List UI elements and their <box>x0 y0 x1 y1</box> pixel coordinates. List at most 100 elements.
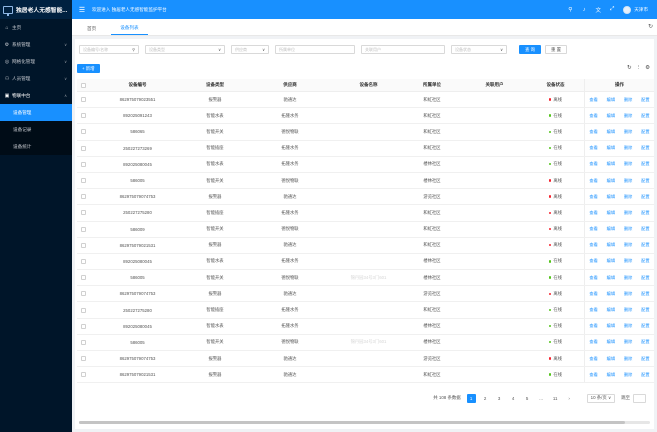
sidebar-item-iot[interactable]: ▣ 物联中台 ∧ <box>0 87 72 104</box>
sidebar-subitem-device-manage[interactable]: 设备管理 <box>0 104 72 121</box>
checkbox[interactable] <box>81 307 86 313</box>
row-checkbox-cell[interactable] <box>77 258 90 264</box>
row-checkbox-cell[interactable] <box>77 323 90 329</box>
edit-link[interactable]: 编辑 <box>606 307 616 313</box>
config-link[interactable]: 配置 <box>641 226 650 232</box>
checkbox[interactable] <box>81 161 86 167</box>
checkbox[interactable] <box>81 339 86 345</box>
search-button[interactable]: 查 询 <box>519 45 542 54</box>
edit-link[interactable]: 编辑 <box>606 112 616 118</box>
sidebar-item-grid[interactable]: ◎ 网格化管理 ∨ <box>0 53 72 70</box>
scrollbar-thumb[interactable] <box>79 421 625 424</box>
checkbox[interactable] <box>81 372 86 378</box>
edit-link[interactable]: 编辑 <box>606 290 616 296</box>
view-link[interactable]: 查看 <box>589 128 598 134</box>
checkbox[interactable] <box>81 226 86 232</box>
config-link[interactable]: 配置 <box>641 274 650 280</box>
config-link[interactable]: 配置 <box>641 339 650 345</box>
edit-link[interactable]: 编辑 <box>606 258 616 264</box>
translate-icon[interactable]: 文 <box>595 7 601 14</box>
delete-link[interactable]: 删除 <box>623 290 633 296</box>
sidebar-subitem-device-records[interactable]: 设备记录 <box>13 126 32 132</box>
edit-link[interactable]: 编辑 <box>606 193 616 199</box>
config-link[interactable]: 配置 <box>641 177 650 183</box>
row-checkbox-cell[interactable] <box>77 210 90 216</box>
sidebar-item-system[interactable]: ⚙ 系统管理 ∨ <box>0 36 72 53</box>
delete-link[interactable]: 删除 <box>623 128 633 134</box>
config-link[interactable]: 配置 <box>641 258 650 264</box>
row-checkbox-cell[interactable] <box>77 178 90 184</box>
menu-toggle-icon[interactable]: ☰ <box>78 6 86 14</box>
delete-link[interactable]: 删除 <box>623 274 633 280</box>
page-2[interactable]: 2 <box>483 395 487 401</box>
row-checkbox-cell[interactable] <box>77 97 90 103</box>
checkbox[interactable] <box>81 275 86 281</box>
device-code-input[interactable]: 设备编号/名称 ⚲ <box>79 45 139 54</box>
row-checkbox-cell[interactable] <box>77 356 90 362</box>
delete-link[interactable]: 删除 <box>623 371 633 377</box>
checkbox[interactable] <box>81 323 86 329</box>
delete-link[interactable]: 删除 <box>623 96 633 102</box>
sidebar-subitem-device-stats[interactable]: 设备统计 <box>13 143 32 149</box>
view-link[interactable]: 查看 <box>589 323 598 329</box>
delete-link[interactable]: 删除 <box>623 242 633 248</box>
user-input[interactable]: 关联用户 <box>361 45 445 54</box>
config-link[interactable]: 配置 <box>641 112 650 118</box>
unit-input[interactable]: 所属单位 <box>275 45 355 54</box>
avatar[interactable] <box>623 5 632 14</box>
edit-link[interactable]: 编辑 <box>606 242 616 248</box>
edit-link[interactable]: 编辑 <box>606 274 616 280</box>
delete-link[interactable]: 删除 <box>623 226 633 232</box>
checkbox[interactable] <box>81 242 86 248</box>
delete-link[interactable]: 删除 <box>623 112 633 118</box>
edit-link[interactable]: 编辑 <box>606 371 616 377</box>
row-checkbox-cell[interactable] <box>77 226 90 232</box>
page-11[interactable]: 11 <box>552 395 558 401</box>
row-checkbox-cell[interactable] <box>77 129 90 135</box>
page-size-select[interactable]: 10 条/页 ∨ <box>586 393 616 403</box>
checkbox[interactable] <box>81 258 86 264</box>
edit-link[interactable]: 编辑 <box>606 226 616 232</box>
view-link[interactable]: 查看 <box>589 242 598 248</box>
select-all-checkbox[interactable] <box>77 82 90 88</box>
view-link[interactable]: 查看 <box>589 307 598 313</box>
add-button[interactable]: + 新增 <box>77 64 100 73</box>
page-4[interactable]: 4 <box>511 395 515 401</box>
checkbox[interactable] <box>81 129 86 135</box>
search-icon[interactable]: ⚲ <box>568 6 573 13</box>
config-link[interactable]: 配置 <box>641 323 650 329</box>
sidebar-item-home[interactable]: ⌂ 主页 <box>0 19 72 36</box>
page-ellipsis[interactable]: ... <box>539 395 543 401</box>
checkbox[interactable] <box>81 210 86 216</box>
config-link[interactable]: 配置 <box>641 355 650 361</box>
tab-device-list[interactable]: 设备列表 <box>111 22 148 35</box>
delete-link[interactable]: 删除 <box>623 193 633 199</box>
delete-link[interactable]: 删除 <box>623 323 633 329</box>
edit-link[interactable]: 编辑 <box>606 161 616 167</box>
device-status-select[interactable]: 设备状态 ∨ <box>451 45 507 54</box>
view-link[interactable]: 查看 <box>589 145 598 151</box>
bell-icon[interactable]: ♪ <box>582 6 586 13</box>
density-icon[interactable]: ⫶ <box>637 65 640 71</box>
edit-link[interactable]: 编辑 <box>606 177 616 183</box>
page-1[interactable]: 1 <box>466 393 476 403</box>
view-link[interactable]: 查看 <box>589 371 598 377</box>
row-checkbox-cell[interactable] <box>77 242 90 248</box>
next-page-icon[interactable]: › <box>568 395 570 401</box>
delete-link[interactable]: 删除 <box>623 355 633 361</box>
edit-link[interactable]: 编辑 <box>606 323 616 329</box>
view-link[interactable]: 查看 <box>589 112 598 118</box>
row-checkbox-cell[interactable] <box>77 194 90 200</box>
page-5[interactable]: 5 <box>525 395 529 401</box>
tab-home[interactable]: 首页 <box>87 25 97 31</box>
delete-link[interactable]: 删除 <box>623 339 633 345</box>
delete-link[interactable]: 删除 <box>623 177 633 183</box>
edit-link[interactable]: 编辑 <box>606 209 616 215</box>
checkbox[interactable] <box>81 356 86 362</box>
sidebar-item-people[interactable]: ⚇ 人员管理 ∨ <box>0 70 72 87</box>
view-link[interactable]: 查看 <box>589 226 598 232</box>
view-link[interactable]: 查看 <box>589 258 598 264</box>
view-link[interactable]: 查看 <box>589 161 598 167</box>
checkbox[interactable] <box>81 113 86 119</box>
checkbox[interactable] <box>81 291 86 297</box>
